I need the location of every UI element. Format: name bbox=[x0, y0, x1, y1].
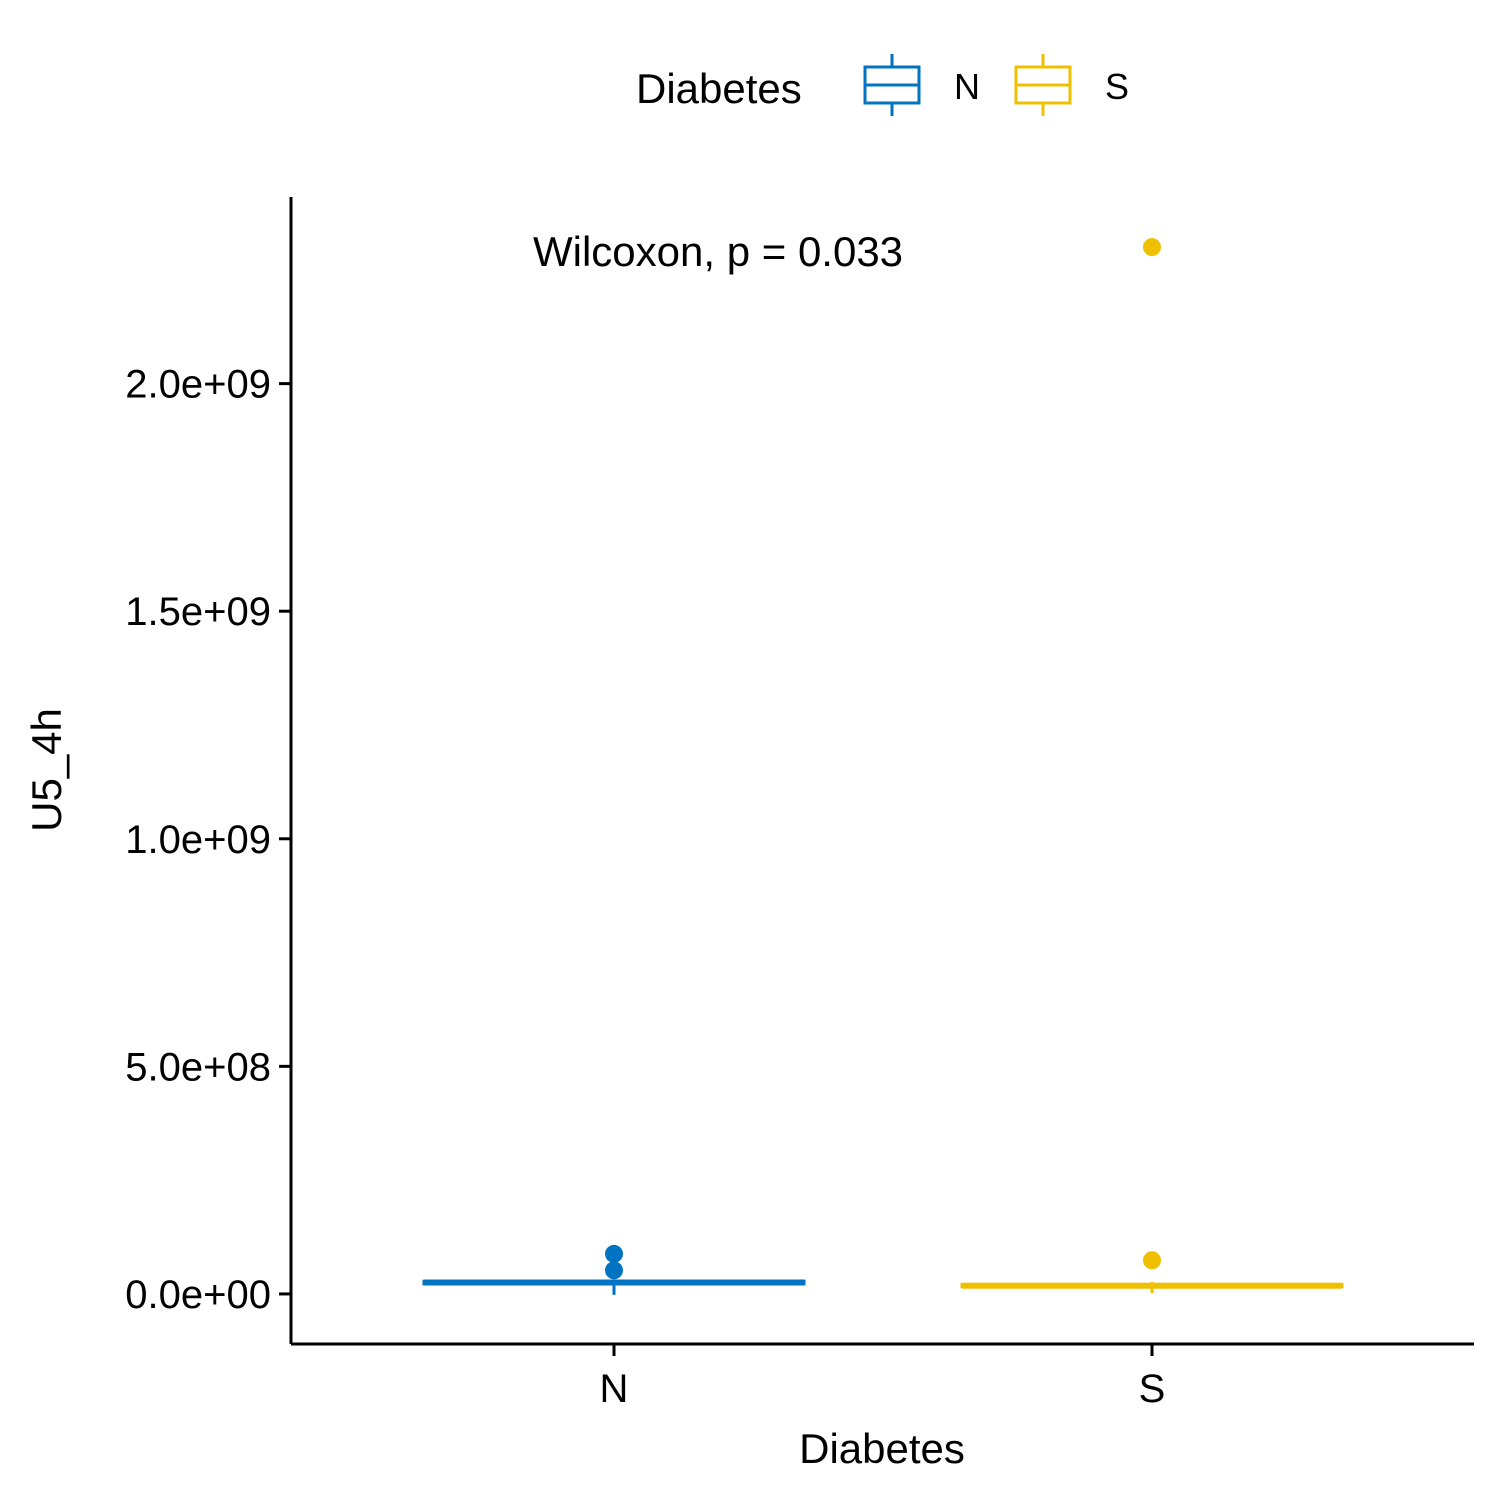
legend-entry-S: S bbox=[1014, 54, 1129, 116]
x-axis-title: Diabetes bbox=[799, 1425, 965, 1472]
y-tick-label: 2.0e+09 bbox=[125, 363, 271, 407]
wilcoxon-annotation: Wilcoxon, p = 0.033 bbox=[533, 228, 903, 275]
x-tick-label: S bbox=[1139, 1367, 1166, 1411]
y-tick-label: 0.0e+00 bbox=[125, 1273, 271, 1317]
y-tick-label: 1.0e+09 bbox=[125, 818, 271, 862]
legend-entry-N: N bbox=[863, 54, 980, 116]
legend-title: Diabetes bbox=[636, 65, 802, 112]
y-tick-label: 5.0e+08 bbox=[125, 1045, 271, 1089]
x-tick-label: N bbox=[600, 1367, 629, 1411]
outlier-point bbox=[605, 1261, 623, 1280]
outlier-point bbox=[1143, 1251, 1161, 1270]
box-S bbox=[960, 238, 1344, 1294]
legend-label: N bbox=[954, 66, 980, 107]
box-N bbox=[422, 1244, 806, 1295]
boxes bbox=[422, 238, 1344, 1295]
y-axis-title: U5_4h bbox=[23, 708, 70, 832]
legend-label: S bbox=[1105, 66, 1129, 107]
outlier-point bbox=[605, 1244, 623, 1263]
outlier-point bbox=[1143, 238, 1161, 257]
y-tick-label: 1.5e+09 bbox=[125, 590, 271, 634]
legend: Diabetes N S bbox=[636, 54, 1129, 116]
y-axis-ticks: 0.0e+00 5.0e+08 1.0e+09 1.5e+09 2.0e+09 bbox=[125, 363, 291, 1317]
